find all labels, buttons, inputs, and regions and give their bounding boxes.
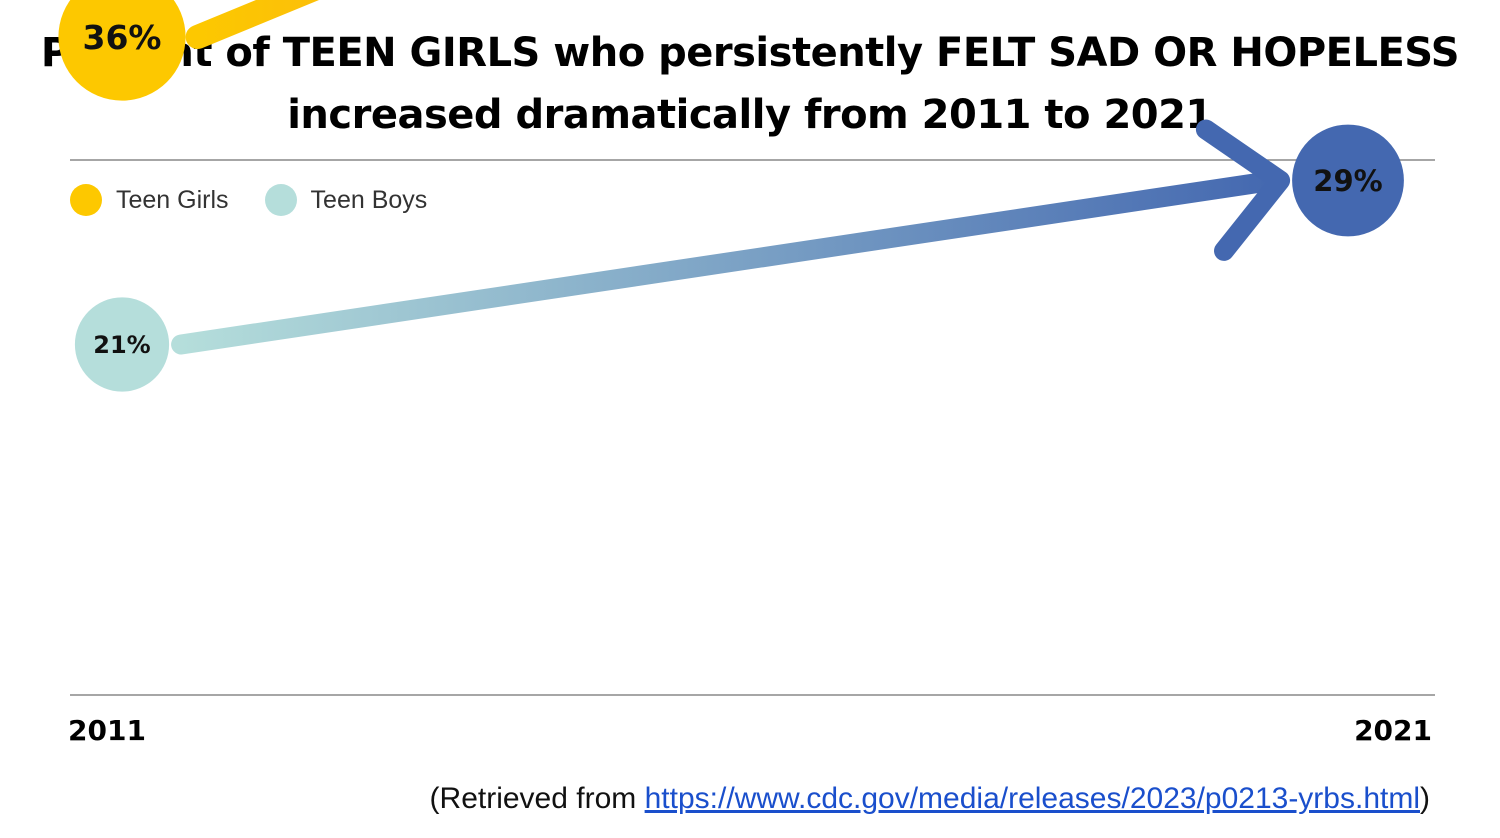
- teen-boys-arrow-head: [1195, 119, 1291, 261]
- teen-boys-point-2011: [74, 297, 170, 392]
- source-suffix: ): [1420, 782, 1430, 815]
- source-note: (Retrieved from https://www.cdc.gov/medi…: [430, 782, 1430, 816]
- teen-girls-point-2011: [58, 0, 186, 101]
- x-tick-label-2011: 2011: [68, 714, 146, 747]
- source-link[interactable]: https://www.cdc.gov/media/releases/2023/…: [644, 782, 1420, 815]
- teen-boys-data-label-2011: 21%: [93, 331, 150, 359]
- teen-boys-data-label-2021: 29%: [1313, 164, 1382, 198]
- legend-item-teen-boys: Teen Boys: [264, 184, 428, 216]
- legend-label-teen-girls: Teen Girls: [116, 185, 229, 214]
- legend: Teen Girls Teen Boys: [70, 180, 463, 220]
- chart-title-line2: increased dramatically from 2011 to 2021: [287, 92, 1213, 138]
- teen-girls-data-label-2011: 36%: [83, 18, 162, 57]
- legend-item-teen-girls: Teen Girls: [70, 184, 229, 216]
- teen-boys-point-2021: [1292, 124, 1404, 237]
- x-tick-label-2021: 2021: [1354, 714, 1432, 747]
- teen-girls-trend-line: [185, 0, 319, 49]
- chart-title-line1: Percent of TEEN GIRLS who persistently F…: [40, 30, 1460, 76]
- source-prefix: (Retrieved from: [429, 782, 645, 815]
- legend-swatch-teen-boys: [264, 184, 297, 216]
- chart-title: Percent of TEEN GIRLS who persistently F…: [0, 22, 1500, 146]
- legend-label-teen-boys: Teen Boys: [310, 185, 428, 214]
- teen-boys-trend-line: [171, 170, 1285, 355]
- legend-swatch-teen-girls: [70, 184, 102, 216]
